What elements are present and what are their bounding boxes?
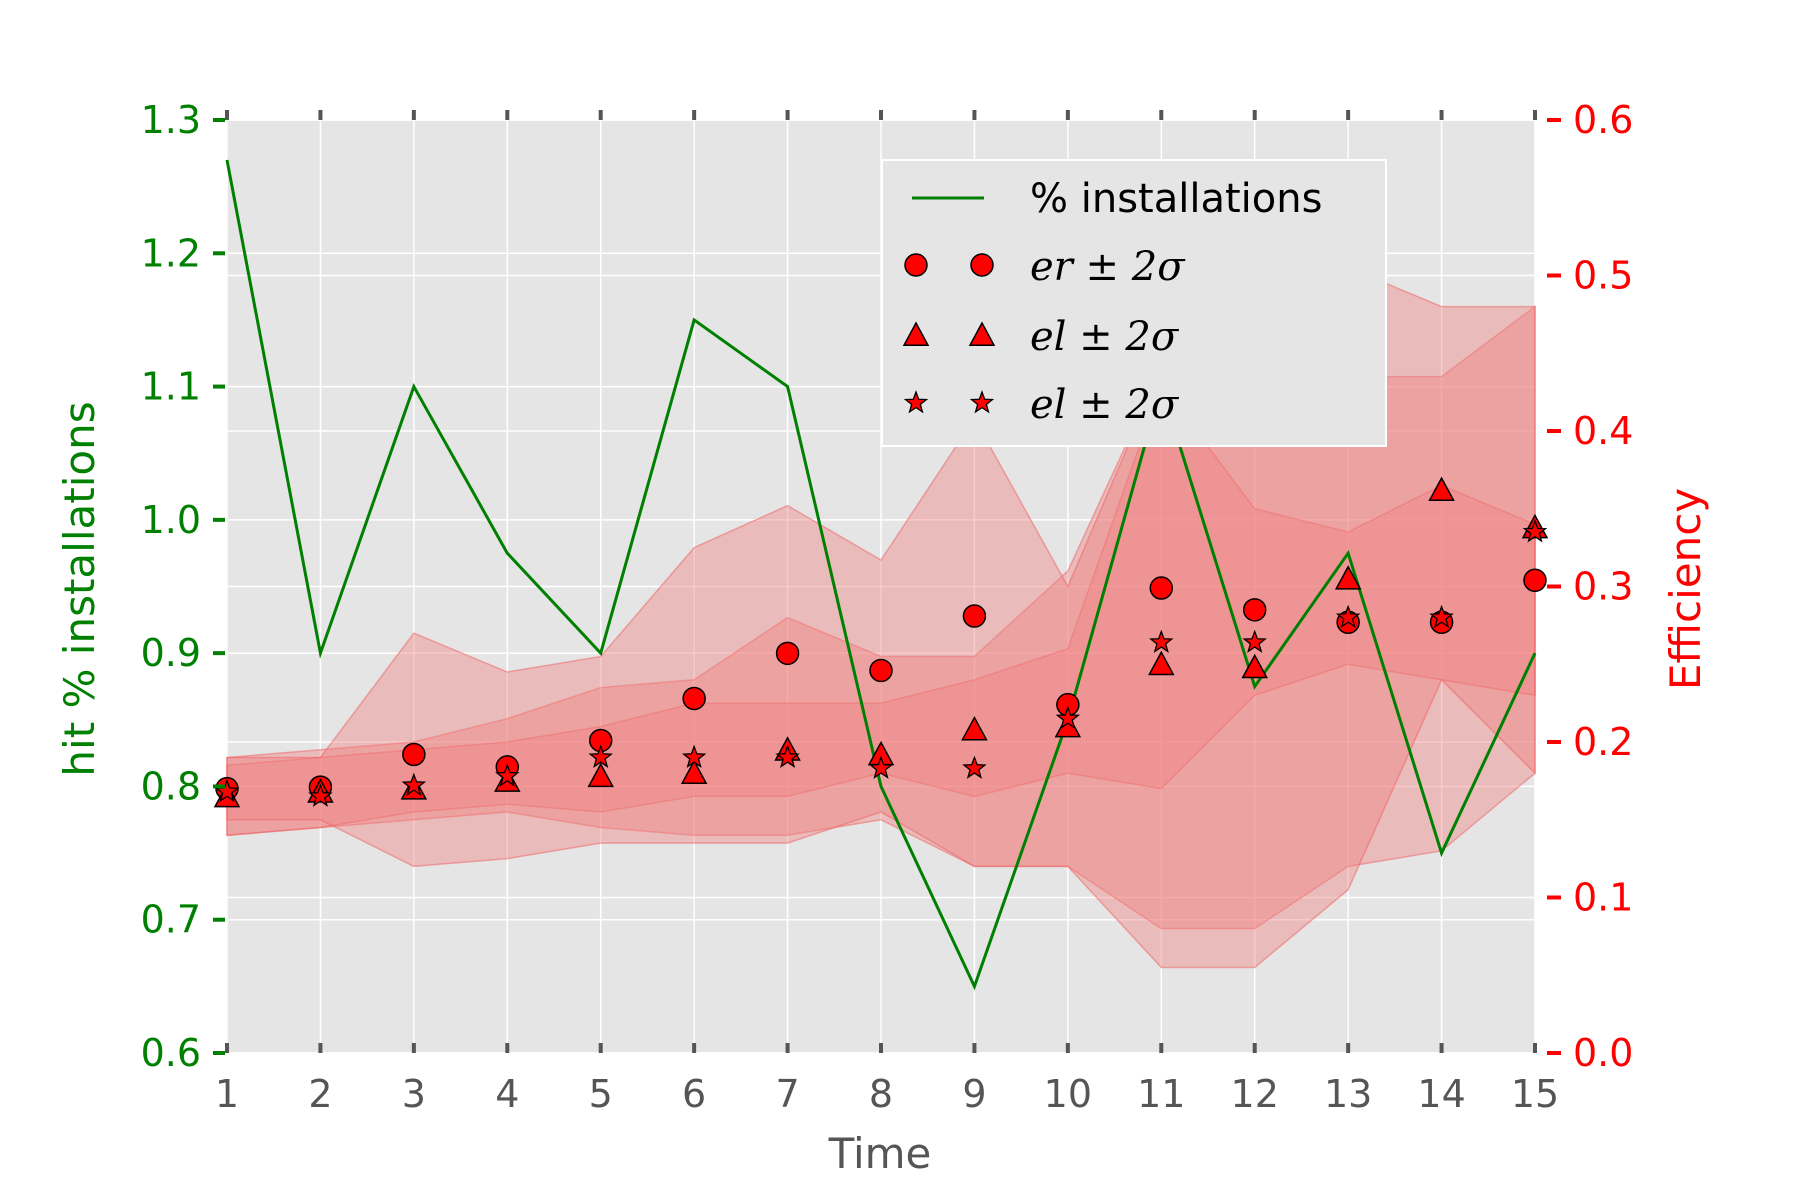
data-point-star (1242, 629, 1267, 653)
right-y-tick-label: 0.6 (1573, 98, 1633, 142)
left-y-axis-title: hit % installations (55, 401, 104, 776)
data-point-circle (869, 658, 893, 683)
data-point-star (1055, 705, 1081, 730)
legend-swatch-el-star (903, 390, 995, 414)
data-point-star (495, 763, 520, 787)
x-tick-label: 5 (589, 1072, 613, 1116)
legend-marker-circle (904, 253, 928, 277)
data-point-circle (962, 604, 987, 628)
right-y-tick-label: 0.0 (1573, 1031, 1633, 1075)
left-y-tick-label: 0.6 (141, 1031, 201, 1075)
x-tick-label: 2 (308, 1072, 332, 1116)
x-tick-label: 3 (402, 1072, 426, 1116)
right-y-tick-label: 0.5 (1573, 254, 1633, 298)
data-point-star (1429, 604, 1454, 629)
legend-box (881, 159, 1387, 447)
x-tick-label: 14 (1417, 1072, 1465, 1116)
legend-marker-star (903, 390, 929, 414)
x-tick-label: 12 (1231, 1072, 1279, 1116)
legend-marker-triangle (902, 321, 930, 346)
x-tick-label: 13 (1324, 1072, 1372, 1116)
left-y-tick-label: 0.8 (141, 764, 201, 808)
legend: % installations er ± 2σ el ± 2σ el ± 2σ (881, 159, 1387, 447)
data-point-star (1149, 629, 1174, 653)
data-point-circle (1149, 576, 1174, 600)
data-point-triangle (961, 715, 988, 741)
data-point-circle (682, 686, 706, 711)
data-point-star (588, 744, 613, 768)
legend-label-installations: % installations (1030, 176, 1322, 222)
legend-label-er: er ± 2σ (1030, 244, 1186, 290)
right-y-tick-label: 0.3 (1573, 565, 1633, 609)
x-tick-label: 11 (1137, 1072, 1185, 1116)
data-point-triangle (1241, 653, 1268, 679)
data-point-star (868, 755, 894, 779)
x-tick-label: 10 (1044, 1072, 1092, 1116)
data-point-star (775, 744, 800, 768)
legend-marker-circle (970, 253, 994, 277)
legend-label-el-star: el ± 2σ (1030, 382, 1180, 428)
data-point-triangle (1334, 565, 1362, 590)
x-tick-label: 1 (215, 1072, 239, 1116)
right-y-tick-label: 0.1 (1573, 876, 1633, 920)
data-point-circle (402, 742, 426, 767)
left-y-tick-label: 1.0 (141, 498, 201, 542)
data-point-circle (1242, 598, 1267, 622)
data-point-star (1522, 519, 1548, 543)
x-tick-label: 15 (1511, 1072, 1559, 1116)
data-point-triangle (1428, 476, 1455, 502)
legend-marker-star (969, 390, 995, 414)
left-y-tick-label: 1.1 (141, 365, 201, 409)
data-point-star (1335, 604, 1361, 629)
data-point-circle (1523, 568, 1547, 593)
right-y-axis-title: Efficiency (1661, 488, 1710, 690)
data-point-triangle (587, 762, 614, 788)
x-tick-label: 4 (495, 1072, 519, 1116)
legend-marker-triangle (968, 321, 996, 346)
left-y-tick-label: 0.7 (141, 898, 201, 942)
data-point-star (401, 772, 427, 796)
left-y-tick-label: 1.2 (141, 231, 201, 275)
data-point-circle (775, 641, 800, 666)
data-point-star (308, 783, 333, 807)
data-point-triangle (680, 759, 708, 785)
x-tick-label: 6 (682, 1072, 706, 1116)
legend-swatch-el-triangle (902, 321, 996, 346)
axes: 1 2 3 4 5 6 7 8 9 10 11 12 13 14 150.60.70.80.91.01.11… (141, 98, 1634, 1116)
data-point-star (962, 755, 987, 779)
legend-swatch-er (904, 253, 994, 277)
left-y-tick-label: 0.9 (141, 631, 201, 675)
data-point-triangle (1148, 650, 1175, 676)
installations-line (225, 159, 1537, 991)
x-tick-label: 8 (869, 1072, 893, 1116)
right-y-tick-label: 0.4 (1573, 409, 1633, 453)
data-point-star (681, 744, 707, 768)
legend-label-el-triangle: el ± 2σ (1030, 314, 1180, 360)
right-y-tick-label: 0.2 (1573, 720, 1633, 764)
installations-line-layer (225, 159, 1537, 991)
efficiency-markers (213, 476, 1549, 808)
left-y-tick-label: 1.3 (141, 98, 201, 142)
x-axis-title: Time (828, 1129, 932, 1178)
x-tick-label: 7 (775, 1072, 799, 1116)
x-tick-label: 9 (962, 1072, 986, 1116)
